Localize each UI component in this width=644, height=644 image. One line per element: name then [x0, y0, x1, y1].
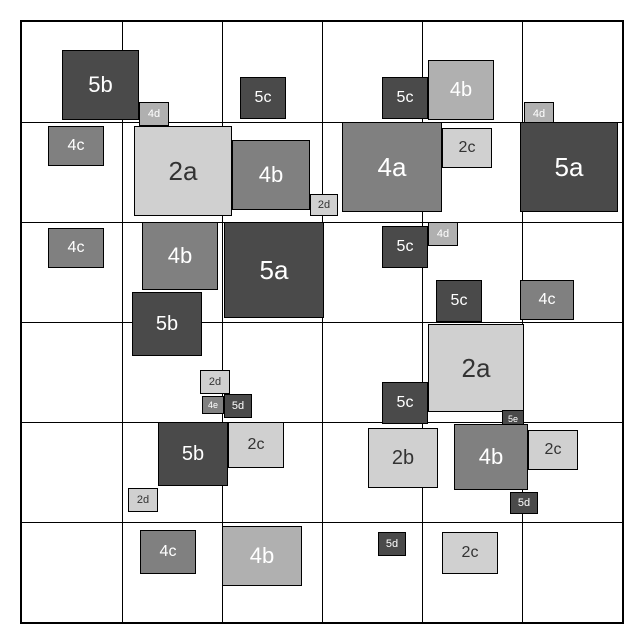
box-4b: 4b [142, 222, 218, 290]
diagram-root: 5b4d5c5c4b4d4c2a4b2d4a2c5a4c4b5a5c4d5b5c… [20, 20, 624, 624]
box-4c: 4c [48, 126, 104, 166]
box-2d: 2d [310, 194, 338, 216]
gridline-horizontal [22, 522, 622, 523]
box-5c: 5c [436, 280, 482, 322]
box-5d: 5d [510, 492, 538, 514]
box-2c: 2c [442, 128, 492, 168]
box-4b: 4b [428, 60, 494, 120]
box-4b: 4b [222, 526, 302, 586]
box-4c: 4c [48, 228, 104, 268]
box-4c: 4c [520, 280, 574, 320]
box-5c: 5c [240, 77, 286, 119]
box-5c: 5c [382, 382, 428, 424]
box-4b: 4b [232, 140, 310, 210]
box-2c: 2c [228, 422, 284, 468]
box-5d: 5d [378, 532, 406, 556]
box-5b: 5b [158, 422, 228, 486]
grid-canvas: 5b4d5c5c4b4d4c2a4b2d4a2c5a4c4b5a5c4d5b5c… [20, 20, 624, 624]
box-2d: 2d [128, 488, 158, 512]
box-5c: 5c [382, 77, 428, 119]
box-5b: 5b [132, 292, 202, 356]
box-5d: 5d [224, 394, 252, 418]
box-2b: 2b [368, 428, 438, 488]
box-4a: 4a [342, 122, 442, 212]
box-4d: 4d [139, 102, 169, 126]
box-4e: 4e [202, 396, 224, 414]
box-5b: 5b [62, 50, 139, 120]
box-2a: 2a [134, 126, 232, 216]
box-5c: 5c [382, 226, 428, 268]
box-5a: 5a [520, 122, 618, 212]
box-2c: 2c [528, 430, 578, 470]
box-2d: 2d [200, 370, 230, 394]
box-2a: 2a [428, 324, 524, 412]
box-2c: 2c [442, 532, 498, 574]
gridline-horizontal [22, 322, 622, 323]
box-5a: 5a [224, 222, 324, 318]
gridline-horizontal [22, 422, 622, 423]
box-4b: 4b [454, 424, 528, 490]
box-4d: 4d [428, 222, 458, 246]
box-4c: 4c [140, 530, 196, 574]
